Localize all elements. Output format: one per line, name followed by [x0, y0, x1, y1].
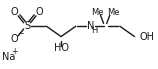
- Text: O: O: [11, 7, 18, 17]
- Text: N: N: [87, 21, 94, 31]
- Text: Me: Me: [107, 8, 119, 17]
- Text: OH: OH: [140, 32, 155, 42]
- Text: O: O: [11, 34, 18, 44]
- Text: HO: HO: [54, 43, 69, 53]
- Text: −: −: [17, 29, 23, 38]
- Text: Na: Na: [2, 52, 15, 62]
- Text: O: O: [36, 7, 43, 17]
- Text: Me: Me: [91, 8, 104, 17]
- Text: H: H: [91, 26, 97, 35]
- Text: S: S: [24, 21, 30, 31]
- Text: +: +: [11, 47, 18, 56]
